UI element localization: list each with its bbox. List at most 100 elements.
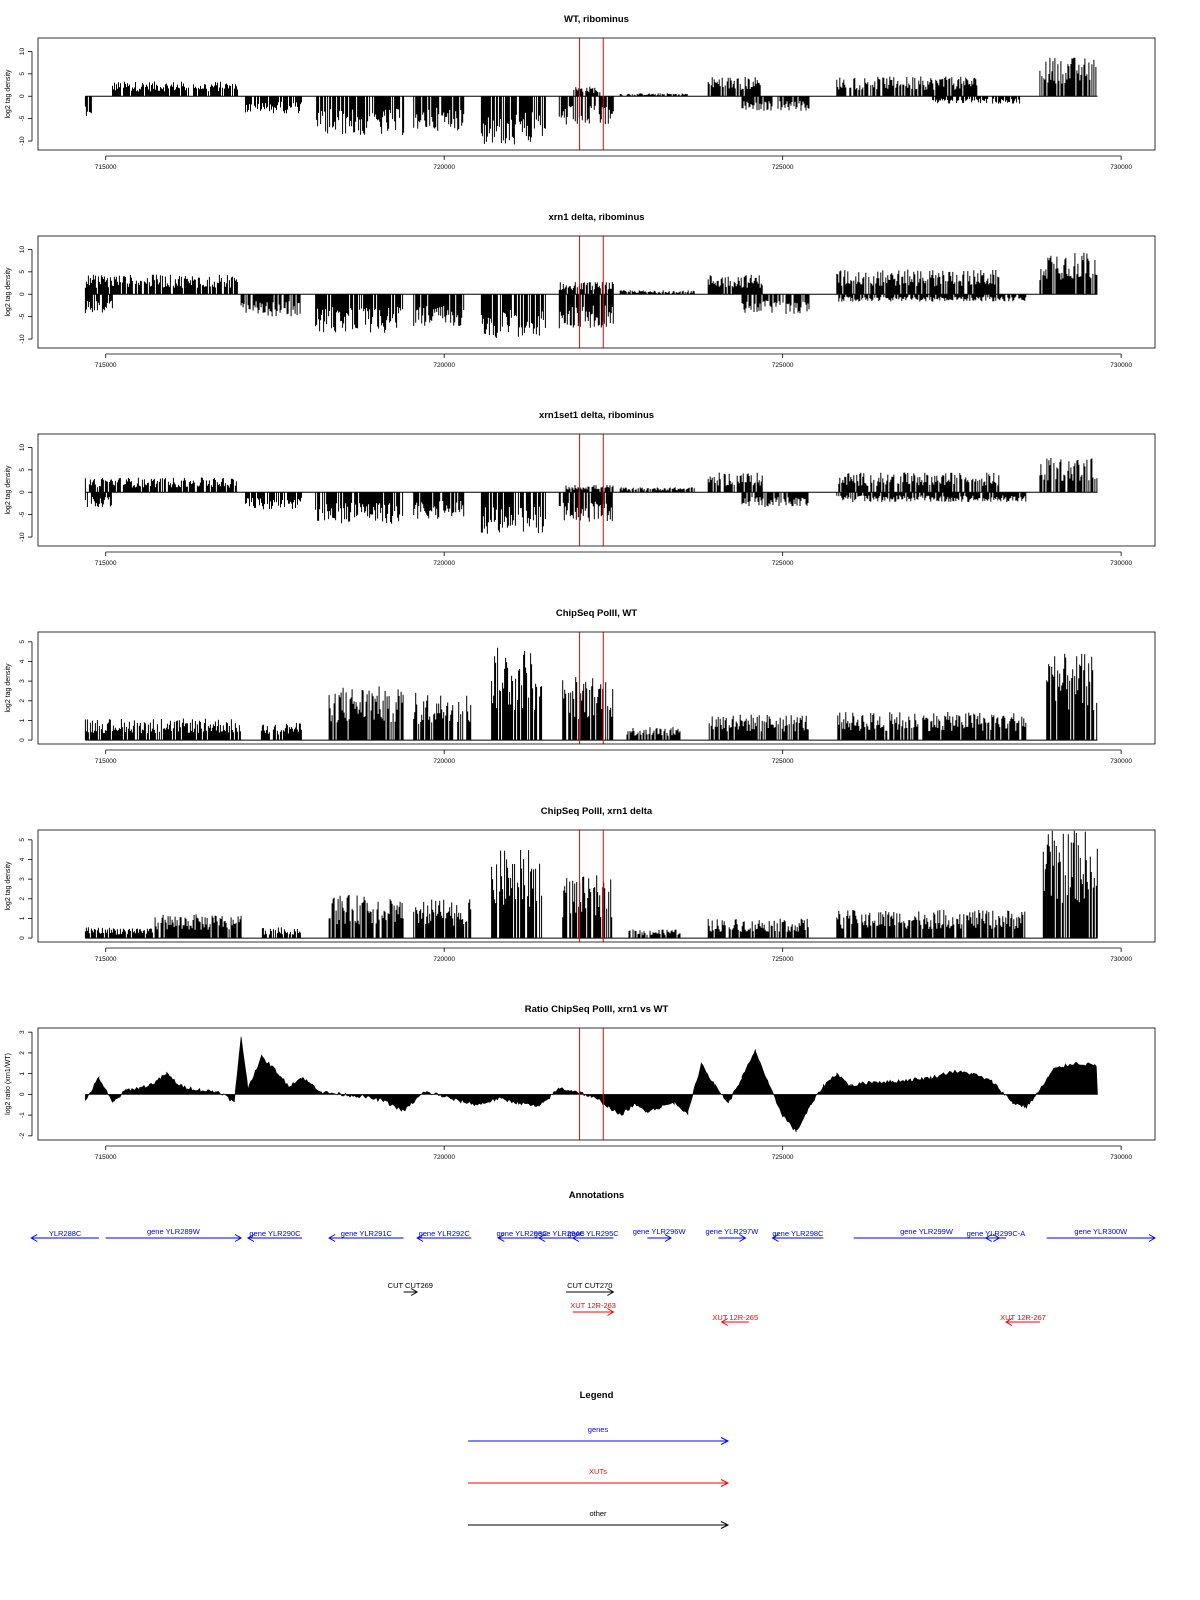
signal-segment [315,294,404,333]
legend-item: XUTs [468,1467,730,1487]
annotation-label: XUT 12R-265 [712,1313,758,1322]
legend-item: genes [468,1425,730,1445]
signal-bars [315,294,404,333]
plot-box [37,829,1156,943]
signal-bars [84,294,113,314]
signal-bars [707,274,763,295]
plot-area [84,830,1098,942]
signal-segment [932,96,1021,104]
signal-segment [1042,830,1098,939]
plot-area [84,236,1098,348]
chart-panel-6: Ratio ChipSeq PolII, xrn1 vs WT 715000 720… [5,1004,1156,1161]
chart-panel-1: WT, ribominus 715000 720000 725000 730000 -10… [5,14,1156,171]
annotation-feature: gene YLR299C-A [967,1229,1025,1242]
plot-area [84,38,1098,150]
x-tick-label: 715000 [95,362,117,369]
y-tick-label: -5 [19,511,26,517]
legend-item: other [468,1509,730,1529]
signal-bars [628,929,681,939]
signal-segment [619,93,688,97]
signal-bars [558,294,614,329]
x-tick-label: 720000 [433,758,455,765]
signal-bars [328,686,404,741]
signal-segment [707,472,763,493]
signal-bars [707,77,761,97]
y-tick-label: 10 [19,47,26,55]
y-tick-label: -2 [19,1133,26,1139]
y-tick-label: 1 [19,916,26,920]
signal-segment [741,294,810,314]
annotation-label: gene YLR291C [341,1229,393,1238]
arrow-head-right [664,1234,672,1242]
x-tick-label: 720000 [433,164,455,171]
plot-box [37,37,1156,151]
signal-segment [1039,57,1097,97]
signal-segment [491,850,543,939]
x-tick-label: 725000 [772,1154,794,1161]
x-tick-label: 715000 [95,164,117,171]
signal-segment [626,727,681,741]
signal-bars [413,294,465,326]
annotation-label: YLR288C [49,1229,82,1238]
chart-title: WT, ribominus [564,14,629,25]
signal-segment [708,714,809,741]
arrow-head-left [246,1234,255,1242]
signal-bars [558,492,613,522]
chart-panel-3: xrn1set1 delta, ribominus 715000 720000 725… [5,410,1156,567]
signal-segment [836,910,1026,939]
arrow-head-left [497,1234,505,1242]
y-axis-label: log2 tag density [5,267,12,317]
signal-segment [84,492,112,507]
signal-bars [84,477,237,493]
arrow-head-left [30,1234,38,1242]
signal-bars [562,875,613,939]
chart-title: xrn1set1 delta, ribominus [539,410,654,421]
signal-bars [837,712,1027,741]
signal-segment [240,294,301,317]
x-tick-label: 715000 [95,1154,117,1161]
y-tick-label: 2 [19,699,26,703]
signal-segment [565,485,614,493]
arrow-head-left [984,1234,993,1242]
signal-segment [573,86,601,97]
y-tick-label: 5 [19,468,26,472]
signal-segment [245,492,302,510]
signal-bars [84,927,153,939]
signal-bars [316,96,405,135]
x-tick-label: 725000 [772,560,794,567]
signal-segment [707,77,761,97]
y-tick-label: 3 [19,679,26,683]
arrow-head-left [571,1234,580,1242]
signal-bars [84,492,112,507]
annotation-label: XUT 12R-263 [570,1301,616,1310]
signal-bars [619,487,695,493]
x-tick-label: 720000 [433,956,455,963]
signal-segment [413,899,472,939]
signal-segment [328,686,404,741]
annotation-feature: gene YLR295C [568,1229,619,1242]
annotation-feature: gene YLR293C [496,1229,548,1242]
signal-segment [562,677,614,741]
y-tick-label: 10 [19,443,26,451]
annotation-label: gene YLR293C [496,1229,548,1238]
signal-segment [619,487,695,493]
signal-bars [562,677,614,741]
signal-segment [1039,458,1098,493]
annotation-feature: CUT CUT269 [388,1281,433,1296]
signal-bars [413,492,465,519]
annotation-feature: gene YLR297W [705,1227,759,1242]
signal-bars [261,927,301,939]
signal-bars [838,294,1027,302]
y-axis-label: log2 tag density [5,861,12,911]
signal-bars [626,727,681,741]
signal-bars [836,269,1000,295]
signal-segment [413,692,472,741]
signal-segment [413,294,465,326]
y-tick-label: 5 [19,72,26,76]
y-tick-label: 0 [19,94,26,98]
signal-bars [741,492,809,507]
annotation-feature: YLR288C [30,1229,99,1242]
signal-bars [708,714,809,741]
x-tick-label: 730000 [1110,560,1132,567]
legend-arrow-head [720,1437,730,1445]
